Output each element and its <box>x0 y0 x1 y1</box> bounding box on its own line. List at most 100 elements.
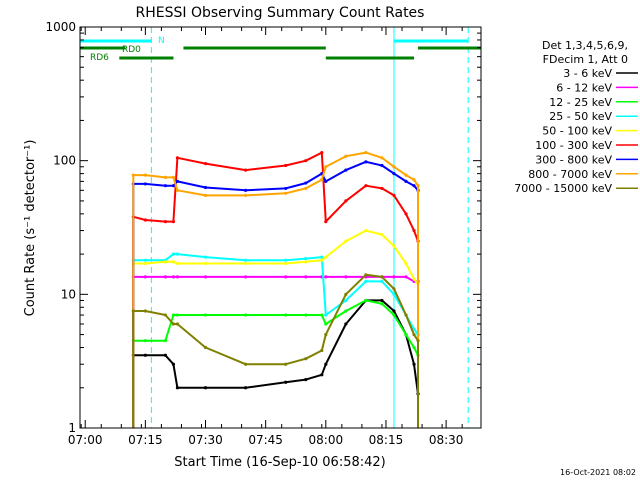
y-axis: 1 10 100 1000 <box>45 20 481 435</box>
data-point-3-6-keV <box>344 322 348 326</box>
data-point-7000-15000-keV <box>284 362 288 366</box>
data-point-25-50-keV <box>320 255 324 259</box>
legend-entry-label: 12 - 25 keV <box>549 96 612 109</box>
y-tick-label: 100 <box>53 154 76 168</box>
legend-header-1: FDecim 1, Att 0 <box>543 53 628 66</box>
data-point-25-50-keV <box>244 258 248 262</box>
data-point-12-25-keV <box>324 322 328 326</box>
data-point-800-7000-keV <box>320 178 324 182</box>
legend-entry-label: 100 - 300 keV <box>535 139 612 152</box>
data-point-3-6-keV <box>304 378 308 382</box>
data-point-7000-15000-keV <box>203 345 208 350</box>
legend-entry-label: 7000 - 15000 keV <box>514 182 612 195</box>
y-tick-label: 1 <box>68 421 76 435</box>
data-point-300-800-keV <box>304 181 308 185</box>
data-point-300-800-keV <box>344 168 348 172</box>
data-point-7000-15000-keV <box>404 313 408 317</box>
data-point-6-12-keV <box>392 275 396 279</box>
legend-entry-label: 6 - 12 keV <box>556 81 612 94</box>
data-point-3-6-keV <box>171 362 176 366</box>
data-point-800-7000-keV <box>131 173 135 177</box>
data-point-25-50-keV <box>171 252 176 256</box>
data-point-300-800-keV <box>364 160 368 164</box>
data-point-6-12-keV <box>304 275 308 279</box>
data-point-12-25-keV <box>284 313 288 317</box>
data-point-100-300-keV <box>344 199 348 203</box>
data-point-800-7000-keV <box>203 193 208 197</box>
data-point-300-800-keV <box>284 186 288 191</box>
data-point-300-800-keV <box>392 172 396 176</box>
data-point-300-800-keV <box>412 184 416 188</box>
data-point-100-300-keV <box>143 218 147 222</box>
data-point-6-12-keV <box>244 275 248 279</box>
data-point-25-50-keV <box>304 257 308 261</box>
data-point-12-25-keV <box>203 313 208 317</box>
data-point-100-300-keV <box>364 184 368 188</box>
data-point-50-100-keV <box>344 239 348 243</box>
data-point-12-25-keV <box>392 313 396 317</box>
data-point-12-25-keV <box>163 339 168 343</box>
data-point-3-6-keV <box>412 362 416 366</box>
data-point-800-7000-keV <box>304 186 308 191</box>
data-point-300-800-keV <box>143 182 147 186</box>
x-tick-label: 07:15 <box>128 433 163 447</box>
data-point-12-25-keV <box>380 302 384 306</box>
legend-entry-label: 25 - 50 keV <box>549 110 612 123</box>
data-point-6-12-keV <box>404 275 408 279</box>
data-point-100-300-keV <box>175 156 180 160</box>
data-point-100-300-keV <box>324 220 328 224</box>
series-line-25-50-keV <box>132 253 419 428</box>
data-point-3-6-keV <box>244 386 248 390</box>
data-point-12-25-keV <box>344 309 348 313</box>
data-point-800-7000-keV <box>284 191 288 195</box>
legend-entry-label: 300 - 800 keV <box>535 153 612 166</box>
data-point-300-800-keV <box>380 163 384 168</box>
data-point-3-6-keV <box>392 309 396 313</box>
x-tick-label: 08:15 <box>369 433 404 447</box>
data-point-7000-15000-keV <box>163 313 168 317</box>
data-point-100-300-keV <box>171 220 176 224</box>
data-point-50-100-keV <box>143 261 147 266</box>
y-tick-label: 10 <box>61 287 76 301</box>
x-axis: 07:00 07:15 07:30 07:45 08:00 08:15 08:30 <box>68 27 463 447</box>
data-point-25-50-keV <box>324 313 328 317</box>
data-point-6-12-keV <box>344 275 348 279</box>
x-tick-label: 07:00 <box>68 433 103 447</box>
data-point-25-50-keV <box>380 279 384 283</box>
data-point-3-6-keV <box>163 353 168 357</box>
timestamp: 16-Oct-2021 08:02 <box>560 468 636 477</box>
data-point-7000-15000-keV <box>412 332 416 337</box>
data-point-800-7000-keV <box>416 184 420 188</box>
data-point-800-7000-keV <box>163 175 168 179</box>
data-point-100-300-keV <box>203 162 208 166</box>
data-point-3-6-keV <box>175 386 180 390</box>
data-point-800-7000-keV <box>143 173 147 177</box>
data-point-12-25-keV <box>143 339 147 343</box>
data-point-800-7000-keV <box>324 165 328 169</box>
data-point-800-7000-keV <box>171 175 176 179</box>
data-point-100-300-keV <box>284 163 288 168</box>
data-point-7000-15000-keV <box>344 292 348 296</box>
plot-frame <box>79 26 482 429</box>
data-point-6-12-keV <box>284 275 288 279</box>
legend-entry-label: 50 - 100 keV <box>542 125 612 138</box>
data-point-7000-15000-keV <box>131 309 135 313</box>
data-point-300-800-keV <box>404 179 408 183</box>
data-point-12-25-keV <box>364 298 368 303</box>
data-point-100-300-keV <box>320 150 324 155</box>
data-point-50-100-keV <box>163 260 168 264</box>
data-point-12-25-keV <box>320 313 324 317</box>
data-point-800-7000-keV <box>392 165 396 169</box>
x-tick-label: 07:45 <box>248 433 283 447</box>
data-point-50-100-keV <box>203 261 208 266</box>
data-point-25-50-keV <box>175 252 180 256</box>
marker-label-RD0: RD0 <box>122 45 141 55</box>
data-point-12-25-keV <box>175 313 180 317</box>
data-point-100-300-keV <box>404 212 408 216</box>
data-point-25-50-keV <box>284 258 288 262</box>
data-point-800-7000-keV <box>404 173 408 177</box>
data-point-6-12-keV <box>171 275 176 279</box>
data-point-3-6-keV <box>320 373 324 377</box>
data-point-7000-15000-keV <box>244 362 248 366</box>
